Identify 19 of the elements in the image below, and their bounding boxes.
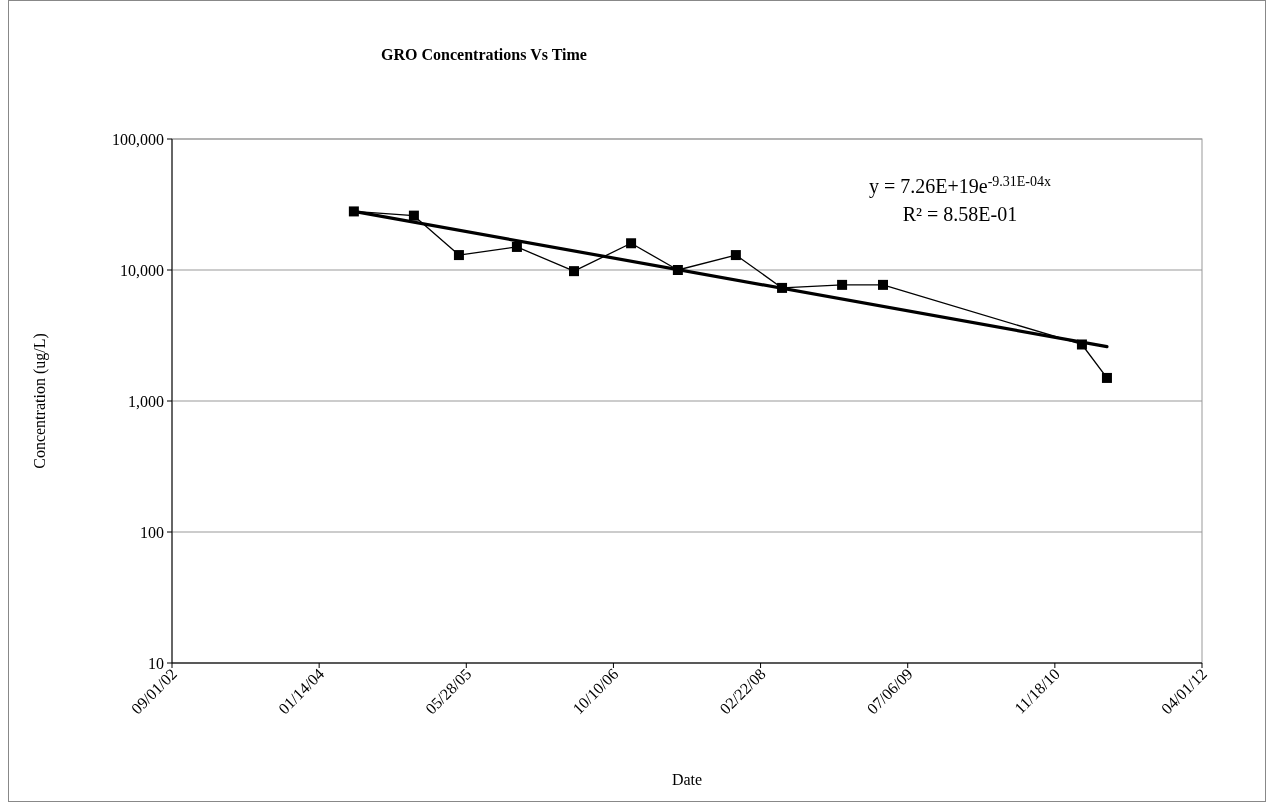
point: [730, 250, 741, 261]
chart-title: GRO Concentrations Vs Time: [381, 46, 587, 63]
y-tick-label: 100,000: [112, 130, 164, 148]
x-axis-title: Date: [671, 771, 703, 788]
point: [568, 266, 579, 277]
y-tick-label: 10,000: [120, 261, 164, 279]
y-axis-title: Concentration (ug/L): [31, 333, 49, 469]
point: [408, 210, 419, 221]
annotation: y = 7.26E+19e$^{-9.31E-04x}$: [868, 173, 1052, 198]
point: [626, 238, 637, 249]
y-tick-label: 10: [148, 654, 164, 672]
point: [453, 250, 464, 261]
y-tick-label: 1,000: [128, 392, 164, 410]
y-tick-label: 100: [140, 523, 164, 541]
point: [511, 241, 522, 252]
point: [1101, 372, 1112, 383]
point: [877, 279, 888, 290]
point: [837, 279, 848, 290]
annotation: R² = 8.58E-01: [902, 203, 1018, 225]
